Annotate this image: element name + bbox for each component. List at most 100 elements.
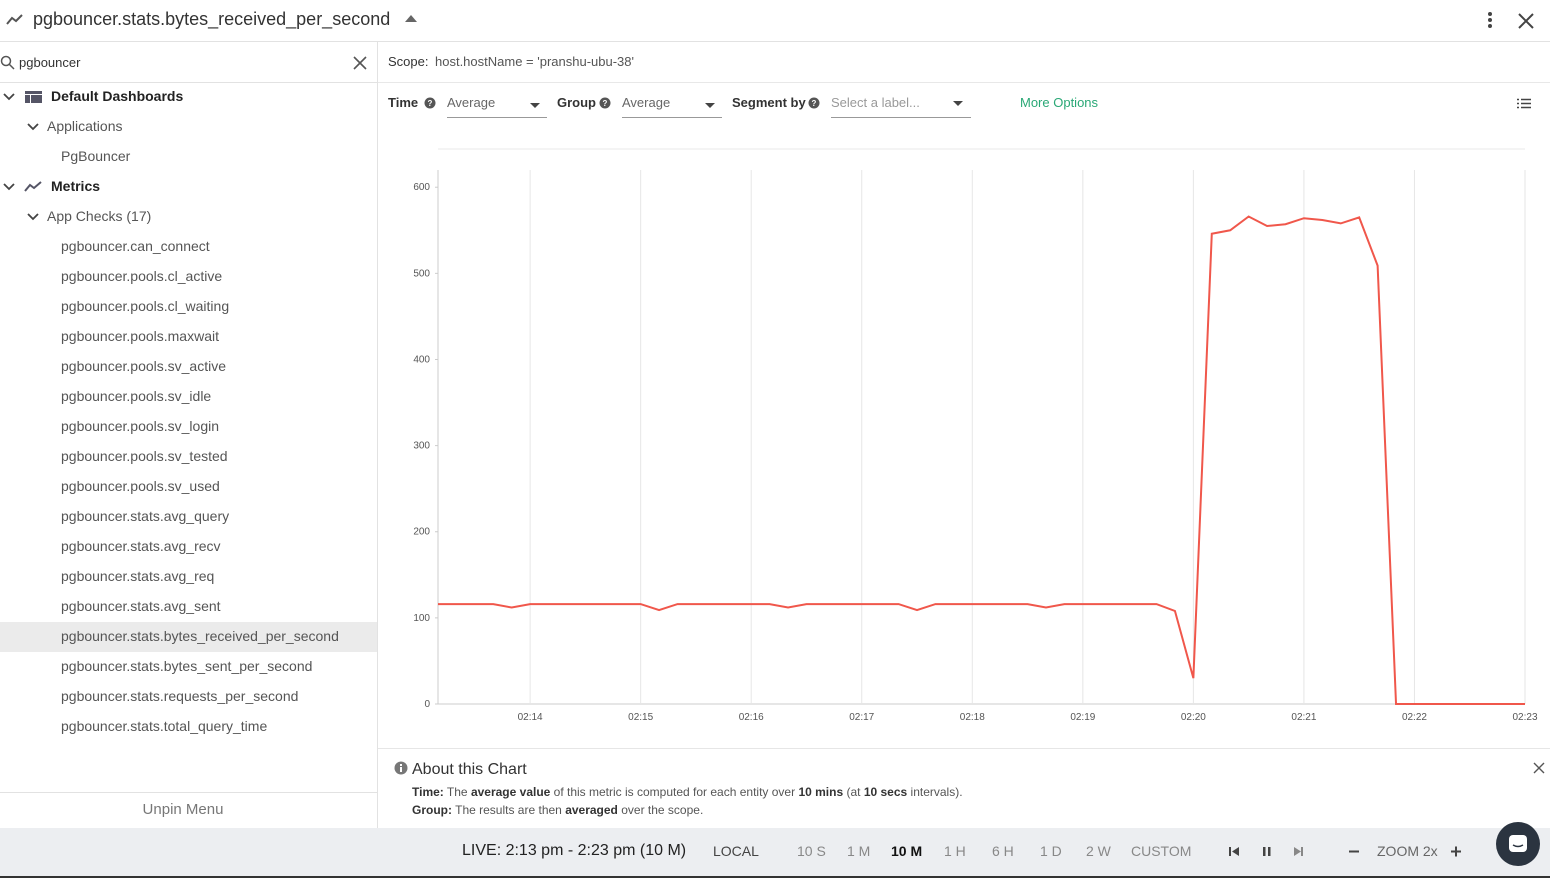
tree-item[interactable]: pgbouncer.pools.sv_idle [61,388,212,404]
scope-divider [378,82,1550,83]
tree-section[interactable]: Default Dashboards [51,88,184,104]
about-close[interactable] [1533,762,1545,774]
expand-chevron[interactable] [27,213,39,221]
tree-item[interactable]: pgbouncer.can_connect [61,238,210,254]
about-panel [378,748,1550,829]
expand-chevron[interactable] [3,183,15,191]
time-label: Time [388,95,419,110]
tree-section[interactable]: Metrics [51,178,101,194]
about-text-run: Time: [412,785,444,799]
y-tick-label: 400 [413,354,430,365]
header-title: pgbouncer.stats.bytes_received_per_secon… [33,9,391,29]
x-tick-label: 02:22 [1402,712,1427,723]
about-line: Time: The average value of this metric i… [412,783,963,801]
y-tick-label: 100 [413,613,430,624]
group-label: Group [557,95,596,110]
live-range: LIVE: 2:13 pm - 2:23 pm (10 M) [462,842,687,859]
selected-row [0,622,377,652]
icon-part [25,95,30,103]
tree-item[interactable]: pgbouncer.pools.maxwait [61,328,219,344]
tree-item[interactable]: pgbouncer.stats.avg_recv [61,538,221,554]
tree-item[interactable]: pgbouncer.pools.sv_active [61,358,226,374]
tree-item[interactable]: pgbouncer.stats.avg_req [61,568,215,584]
search-input[interactable]: pgbouncer [19,55,81,70]
tree-item[interactable]: pgbouncer.stats.total_query_time [61,718,268,734]
tree-item[interactable]: PgBouncer [61,148,131,164]
tree-item[interactable]: Applications [47,118,123,134]
unpin-divider [0,792,377,793]
range-button[interactable]: 10 S [797,843,826,859]
range-button[interactable]: 1 H [944,843,966,859]
time-select[interactable]: Average [447,95,547,118]
segment-select[interactable]: Select a label... [831,95,971,118]
chart: 0 100 200 300 400 500 600 02:14 02:15 02:16 02:17 0… [413,148,1538,723]
collapse-caret[interactable] [404,14,418,24]
tree-item[interactable]: pgbouncer.pools.cl_waiting [61,298,230,314]
svg-text:?: ? [428,99,433,108]
x-tick-label: 02:21 [1291,712,1316,723]
tree-item[interactable]: pgbouncer.stats.bytes_sent_per_second [61,658,313,674]
expand-chevron[interactable] [27,123,39,131]
tree-item[interactable]: pgbouncer.stats.requests_per_second [61,688,299,704]
range-button[interactable]: 1 M [847,843,871,859]
header-bar [0,0,1550,42]
about-text-run: 10 secs [863,785,908,799]
about-text-run: averaged [565,803,618,817]
about-text-run: intervals). [907,785,963,799]
timezone[interactable]: LOCAL [713,843,759,859]
icon-part [31,95,42,103]
select-caret [953,101,963,106]
search-icon [0,55,15,70]
x-tick-label: 02:23 [1512,712,1537,723]
unpin-menu[interactable]: Unpin Menu [142,801,224,818]
kebab-menu[interactable] [1482,10,1498,32]
more-options[interactable]: More Options [1020,95,1099,110]
icon-part [25,91,42,94]
section-icon [25,91,42,103]
tree-item[interactable]: pgbouncer.stats.bytes_received_per_secon… [61,628,339,644]
range-button[interactable]: 2 W [1086,843,1111,859]
x-tick-label: 02:17 [849,712,874,723]
close-button[interactable] [1517,12,1535,30]
about-line: Group: The results are then averaged ove… [412,801,963,819]
section-icon [24,181,42,192]
segment-label: Segment by [732,95,806,110]
about-text-run: of this metric is computed for each enti… [550,785,799,799]
legend-toggle[interactable] [1517,98,1531,110]
toolbar-icons: ??? [424,97,820,109]
range-button[interactable]: 1 D [1040,843,1062,859]
icon-part [24,181,42,192]
y-tick-label: 600 [413,182,430,193]
clear-search[interactable] [353,56,367,70]
svg-text:?: ? [812,99,817,108]
scope-label: Scope: [388,54,429,69]
search-divider [0,82,377,83]
tree-item[interactable]: pgbouncer.pools.cl_active [61,268,223,284]
tree-item[interactable]: pgbouncer.stats.avg_query [61,508,230,524]
about-text-run: over the scope. [617,803,704,817]
x-tick-label: 02:19 [1070,712,1095,723]
tree-item[interactable]: pgbouncer.pools.sv_used [61,478,220,494]
about-text-run: The [443,785,471,799]
scope-value: host.hostName = 'pranshu-ubu-38' [435,54,634,69]
chat-icon [1509,835,1527,852]
group-select[interactable]: Average [622,95,722,118]
tree-item[interactable]: pgbouncer.stats.avg_sent [61,598,221,614]
about-text-run: 10 mins [798,785,844,799]
x-tick-label: 02:16 [739,712,764,723]
range-button[interactable]: 10 M [891,843,923,859]
range-button[interactable]: 6 H [992,843,1014,859]
tree-item[interactable]: pgbouncer.pools.sv_login [61,418,220,434]
about-text-run: average value [470,785,551,799]
chevron-path [27,213,39,221]
tree-item[interactable]: App Checks (17) [47,208,152,224]
y-tick-label: 200 [413,527,430,538]
expand-chevron[interactable] [3,93,15,101]
tree-item[interactable]: pgbouncer.pools.sv_tested [61,448,228,464]
about-text-run: The results are then [452,803,566,817]
range-button[interactable]: CUSTOM [1131,843,1192,859]
playback-controls[interactable] [1226,844,1466,860]
about-text-run: Group: [412,803,452,817]
chevron-path [27,123,39,131]
chevron-path [3,183,15,191]
